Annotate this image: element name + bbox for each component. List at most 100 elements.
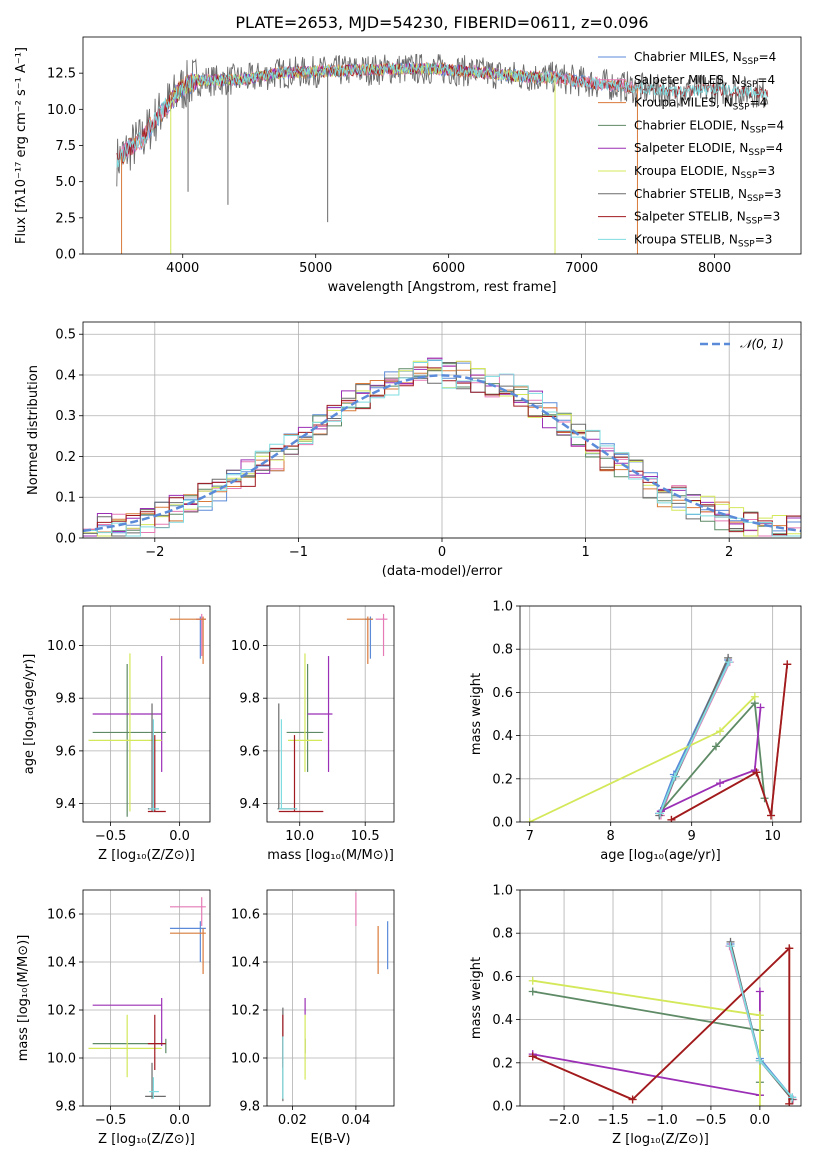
y-tick-label: 0.2 <box>492 1056 513 1071</box>
weight-vs-metallicity-panel: −2.0 −1.5 −1.0 −0.5 0.0 0.0 0.2 0.4 0.6 0.8 1.0 Z [… <box>469 884 802 1147</box>
y-tick-label: 10.0 <box>47 639 76 654</box>
normal-curve <box>83 374 801 533</box>
weight-marker-kroupa_elodie <box>755 1102 764 1106</box>
weight-line-salpeter_elodie <box>660 707 762 813</box>
y-tick-label: 0.0 <box>492 1100 513 1115</box>
y-tick-label: 10.0 <box>47 103 76 118</box>
legend-entry: Chabrier ELODIE, NSSP=4 <box>634 118 784 135</box>
weight-marker-salpeter_stelib <box>785 1099 794 1106</box>
x-tick-label: 0.0 <box>169 829 190 844</box>
x-tick-label: 0.0 <box>169 1113 190 1128</box>
plot-frame <box>82 36 802 255</box>
y-tick-label: 0.0 <box>55 248 76 263</box>
x-tick-label: 10.5 <box>351 829 380 844</box>
y-tick-label: 1.0 <box>492 600 513 615</box>
weight-marker-salpeter_elodie <box>756 703 765 712</box>
weight-marker-kroupa_stelib <box>656 809 665 818</box>
weight-line-salpeter_stelib <box>670 664 789 821</box>
y-axis-label: mass weight <box>469 673 484 755</box>
x-axis-label: wavelength [Angstrom, rest frame] <box>328 280 557 295</box>
x-tick-label: −2 <box>145 545 164 560</box>
weight-line-chabrier_stelib <box>729 941 793 1101</box>
y-tick-label: 0.8 <box>492 643 513 658</box>
weight-line-kroupa_elodie <box>529 696 756 822</box>
x-tick-label: 7 <box>526 829 534 844</box>
x-tick-label: −0.5 <box>95 1113 127 1128</box>
y-tick-label: 9.8 <box>239 1100 260 1115</box>
spectrum-panel: 4000 5000 6000 7000 8000 0.0 2.5 5.0 7.5 10.0 12.5… <box>14 13 802 295</box>
weight-marker-kroupa_elodie <box>525 818 534 822</box>
weight-marker-salpeter_stelib <box>767 811 776 820</box>
x-tick-label: 10 <box>764 829 781 844</box>
y-tick-label: 10.6 <box>47 908 76 923</box>
plot-frame <box>266 605 395 823</box>
x-tick-label: 2 <box>725 545 733 560</box>
y-tick-label: 0.6 <box>492 970 513 985</box>
x-tick-label: 7000 <box>565 261 598 276</box>
plot-frame <box>82 321 802 539</box>
weight-marker-salpeter_stelib <box>752 768 761 777</box>
y-tick-label: 0.1 <box>55 491 76 506</box>
weight-marker-salpeter_stelib <box>528 1052 537 1061</box>
y-tick-label: 0.8 <box>492 927 513 942</box>
x-tick-label: 4000 <box>166 261 199 276</box>
y-tick-label: 12.5 <box>47 67 76 82</box>
mass-vs-ebv-panel: 0.02 0.04 9.8 10.0 10.2 10.4 10.6 E(B-V) <box>231 889 395 1147</box>
y-tick-label: 10.0 <box>47 1052 76 1067</box>
x-axis-label: Z [log₁₀(Z/Z⊙)] <box>98 1132 195 1147</box>
weight-vs-age-panel: 7 8 9 10 0.0 0.2 0.4 0.6 0.8 1.0 age [log₁₀(age/yr… <box>469 600 802 863</box>
legend-entry: Salpeter MILES, NSSP=4 <box>634 73 775 90</box>
plot-frame <box>266 889 395 1107</box>
mass-vs-metallicity-panel: −0.5 0.0 9.8 10.0 10.2 10.4 10.6 Z [log₁₀(Z/Z⊙)… <box>16 889 211 1147</box>
weight-marker-kroupa_elodie <box>750 692 759 701</box>
x-tick-label: 5000 <box>299 261 332 276</box>
x-axis-label: E(B-V) <box>310 1132 350 1147</box>
y-tick-label: 2.5 <box>55 211 76 226</box>
y-tick-label: 10.2 <box>231 1004 260 1019</box>
spectrum-line-kroupa_stelib <box>116 62 768 168</box>
weight-marker-kroupa_elodie <box>716 727 725 736</box>
x-tick-label: 0.04 <box>341 1113 370 1128</box>
weight-marker-salpeter_elodie <box>716 779 725 788</box>
weight-marker-kroupa_stelib <box>788 1093 797 1102</box>
weight-marker-salpeter_elodie <box>755 987 764 996</box>
x-tick-label: 10.0 <box>285 829 314 844</box>
y-axis-label: age [log₁₀(age/yr)] <box>22 654 37 775</box>
weight-line-chabrier_elodie <box>660 701 766 812</box>
y-tick-label: 9.4 <box>239 797 260 812</box>
y-tick-label: 0.0 <box>492 816 513 831</box>
weight-marker-kroupa_stelib <box>726 942 735 951</box>
y-tick-label: 0.4 <box>55 368 76 383</box>
y-tick-label: 9.4 <box>55 797 76 812</box>
weight-marker-salpeter_stelib <box>783 660 792 669</box>
weight-line-salpeter_stelib <box>532 946 791 1104</box>
y-tick-label: 0.2 <box>55 450 76 465</box>
y-tick-label: 10.6 <box>231 908 260 923</box>
weight-marker-kroupa_stelib <box>755 1056 764 1065</box>
weight-line-chabrier_elodie <box>532 990 761 1096</box>
y-axis-label: mass weight <box>469 957 484 1039</box>
plot-frame <box>82 605 211 823</box>
weight-line-chabrier_miles <box>729 943 793 1098</box>
weight-marker-kroupa_elodie <box>755 1011 764 1020</box>
weight-marker-chabrier_elodie <box>528 987 537 996</box>
x-tick-label: 1 <box>581 545 589 560</box>
y-tick-label: 10.2 <box>47 1004 76 1019</box>
x-tick-label: 0.02 <box>278 1113 307 1128</box>
x-tick-label: −1 <box>289 545 308 560</box>
chart-title: PLATE=2653, MJD=54230, FIBERID=0611, z=0… <box>235 13 648 32</box>
x-tick-label: −0.5 <box>695 1113 727 1128</box>
weight-marker-salpeter_stelib <box>785 944 794 953</box>
legend-entry: Salpeter STELIB, NSSP=3 <box>634 210 780 227</box>
y-tick-label: 0.5 <box>55 328 76 343</box>
legend-entry: Chabrier MILES, NSSP=4 <box>634 50 776 67</box>
legend-entry: Kroupa ELODIE, NSSP=3 <box>634 164 775 181</box>
x-axis-label: (data-model)/error <box>382 564 503 579</box>
x-tick-label: −1.5 <box>597 1113 629 1128</box>
y-tick-label: 0.4 <box>492 1013 513 1028</box>
y-tick-label: 0.3 <box>55 409 76 424</box>
y-axis-label: mass [log₁₀(M/M⊙)] <box>16 935 31 1062</box>
y-axis-label: Flux [fλ10⁻¹⁷ erg cm⁻² s⁻¹ A⁻¹] <box>14 47 29 244</box>
plot-frame <box>82 889 211 1107</box>
x-tick-label: −0.5 <box>95 829 127 844</box>
